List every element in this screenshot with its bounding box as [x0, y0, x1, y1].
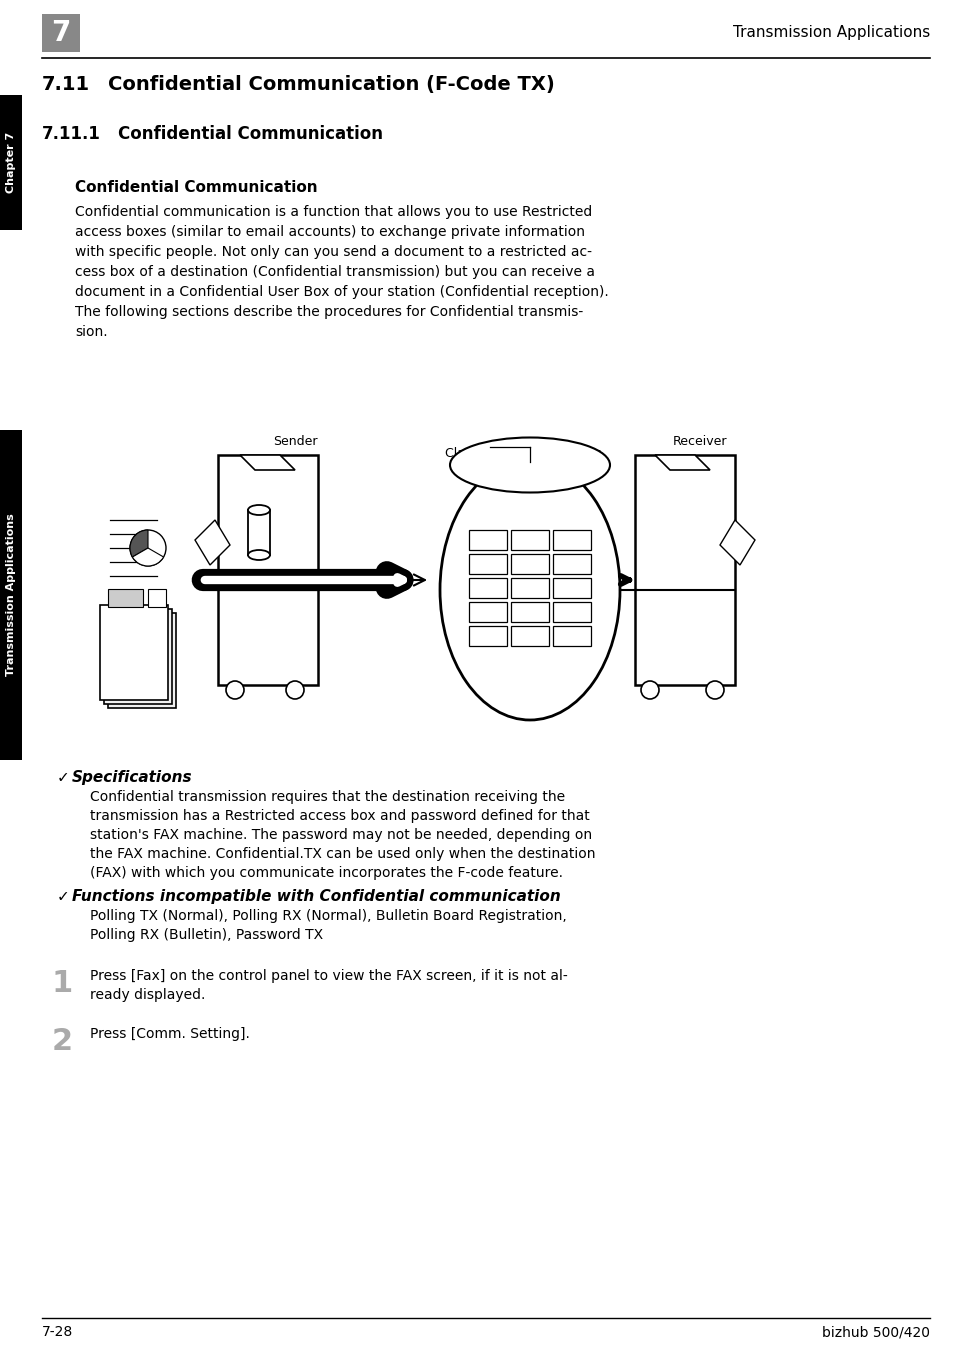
- Text: sion.: sion.: [75, 324, 108, 339]
- Bar: [148, 589, 166, 607]
- Bar: [553, 530, 590, 550]
- Ellipse shape: [439, 460, 619, 721]
- Bar: [511, 579, 548, 598]
- Text: Confidential Communication: Confidential Communication: [75, 180, 317, 195]
- Circle shape: [226, 681, 244, 699]
- Text: Confidential communication is a function that allows you to use Restricted: Confidential communication is a function…: [75, 206, 592, 219]
- Text: cess box of a destination (Confidential transmission) but you can receive a: cess box of a destination (Confidential …: [75, 265, 595, 279]
- FancyArrowPatch shape: [205, 577, 402, 583]
- Polygon shape: [240, 456, 294, 470]
- Text: access boxes (similar to email accounts) to exchange private information: access boxes (similar to email accounts)…: [75, 224, 584, 239]
- Bar: [511, 554, 548, 575]
- Bar: [469, 579, 506, 598]
- Text: Chapter 7: Chapter 7: [6, 131, 16, 192]
- Ellipse shape: [450, 438, 609, 492]
- Bar: [635, 456, 734, 685]
- Text: 1: 1: [52, 969, 73, 998]
- Bar: [0, 95, 22, 230]
- Text: Press [Comm. Setting].: Press [Comm. Setting].: [90, 1028, 250, 1041]
- Circle shape: [130, 530, 166, 566]
- Circle shape: [640, 681, 659, 699]
- Text: Sender: Sender: [273, 435, 317, 448]
- Text: 7-28: 7-28: [42, 1325, 73, 1338]
- Text: bizhub 500/420: bizhub 500/420: [821, 1325, 929, 1338]
- Text: 7: 7: [51, 19, 71, 47]
- Bar: [469, 530, 506, 550]
- Text: Classified Document Box: Classified Document Box: [444, 448, 600, 460]
- Text: Specifications: Specifications: [71, 771, 193, 786]
- Text: Polling RX (Bulletin), Password TX: Polling RX (Bulletin), Password TX: [90, 927, 323, 942]
- Text: Confidential Communication: Confidential Communication: [118, 124, 382, 143]
- Bar: [553, 626, 590, 646]
- Bar: [108, 612, 175, 708]
- Text: the FAX machine. Confidential.TX can be used only when the destination: the FAX machine. Confidential.TX can be …: [90, 846, 595, 861]
- Circle shape: [286, 681, 304, 699]
- Text: Polling TX (Normal), Polling RX (Normal), Bulletin Board Registration,: Polling TX (Normal), Polling RX (Normal)…: [90, 909, 566, 923]
- Bar: [553, 554, 590, 575]
- Text: with specific people. Not only can you send a document to a restricted ac-: with specific people. Not only can you s…: [75, 245, 592, 260]
- Bar: [100, 604, 168, 700]
- Bar: [108, 589, 143, 607]
- Text: Press [Fax] on the control panel to view the FAX screen, if it is not al-: Press [Fax] on the control panel to view…: [90, 969, 567, 983]
- Text: Receiver: Receiver: [672, 435, 726, 448]
- Bar: [248, 510, 270, 556]
- Text: Functions incompatible with Confidential communication: Functions incompatible with Confidential…: [71, 890, 560, 904]
- Polygon shape: [720, 521, 754, 565]
- Text: 7.11: 7.11: [42, 74, 90, 95]
- FancyArrowPatch shape: [203, 572, 402, 588]
- Text: 7.11.1: 7.11.1: [42, 124, 101, 143]
- Polygon shape: [194, 521, 230, 565]
- Bar: [469, 626, 506, 646]
- Text: ✓: ✓: [57, 890, 70, 904]
- Text: Confidential Communication (F-Code TX): Confidential Communication (F-Code TX): [108, 74, 554, 95]
- Bar: [511, 530, 548, 550]
- Bar: [469, 602, 506, 622]
- Bar: [0, 430, 22, 760]
- Text: Transmission Applications: Transmission Applications: [6, 514, 16, 676]
- Bar: [104, 608, 172, 704]
- Ellipse shape: [248, 550, 270, 560]
- Wedge shape: [130, 530, 148, 557]
- Text: ✓: ✓: [57, 771, 70, 786]
- Bar: [553, 579, 590, 598]
- FancyArrowPatch shape: [620, 576, 629, 584]
- Polygon shape: [655, 456, 709, 470]
- Text: The following sections describe the procedures for Confidential transmis-: The following sections describe the proc…: [75, 306, 582, 319]
- Bar: [553, 602, 590, 622]
- Bar: [511, 626, 548, 646]
- Text: document in a Confidential User Box of your station (Confidential reception).: document in a Confidential User Box of y…: [75, 285, 608, 299]
- Bar: [218, 456, 317, 685]
- Text: Confidential transmission requires that the destination receiving the: Confidential transmission requires that …: [90, 790, 564, 804]
- Bar: [469, 554, 506, 575]
- Bar: [42, 14, 80, 51]
- Ellipse shape: [248, 506, 270, 515]
- Text: Transmission Applications: Transmission Applications: [732, 26, 929, 41]
- Wedge shape: [132, 548, 163, 566]
- Bar: [511, 602, 548, 622]
- Text: station's FAX machine. The password may not be needed, depending on: station's FAX machine. The password may …: [90, 827, 592, 842]
- Circle shape: [705, 681, 723, 699]
- Text: (FAX) with which you communicate incorporates the F-code feature.: (FAX) with which you communicate incorpo…: [90, 867, 562, 880]
- Text: 2: 2: [52, 1028, 73, 1056]
- Text: transmission has a Restricted access box and password defined for that: transmission has a Restricted access box…: [90, 808, 589, 823]
- Text: ready displayed.: ready displayed.: [90, 988, 205, 1002]
